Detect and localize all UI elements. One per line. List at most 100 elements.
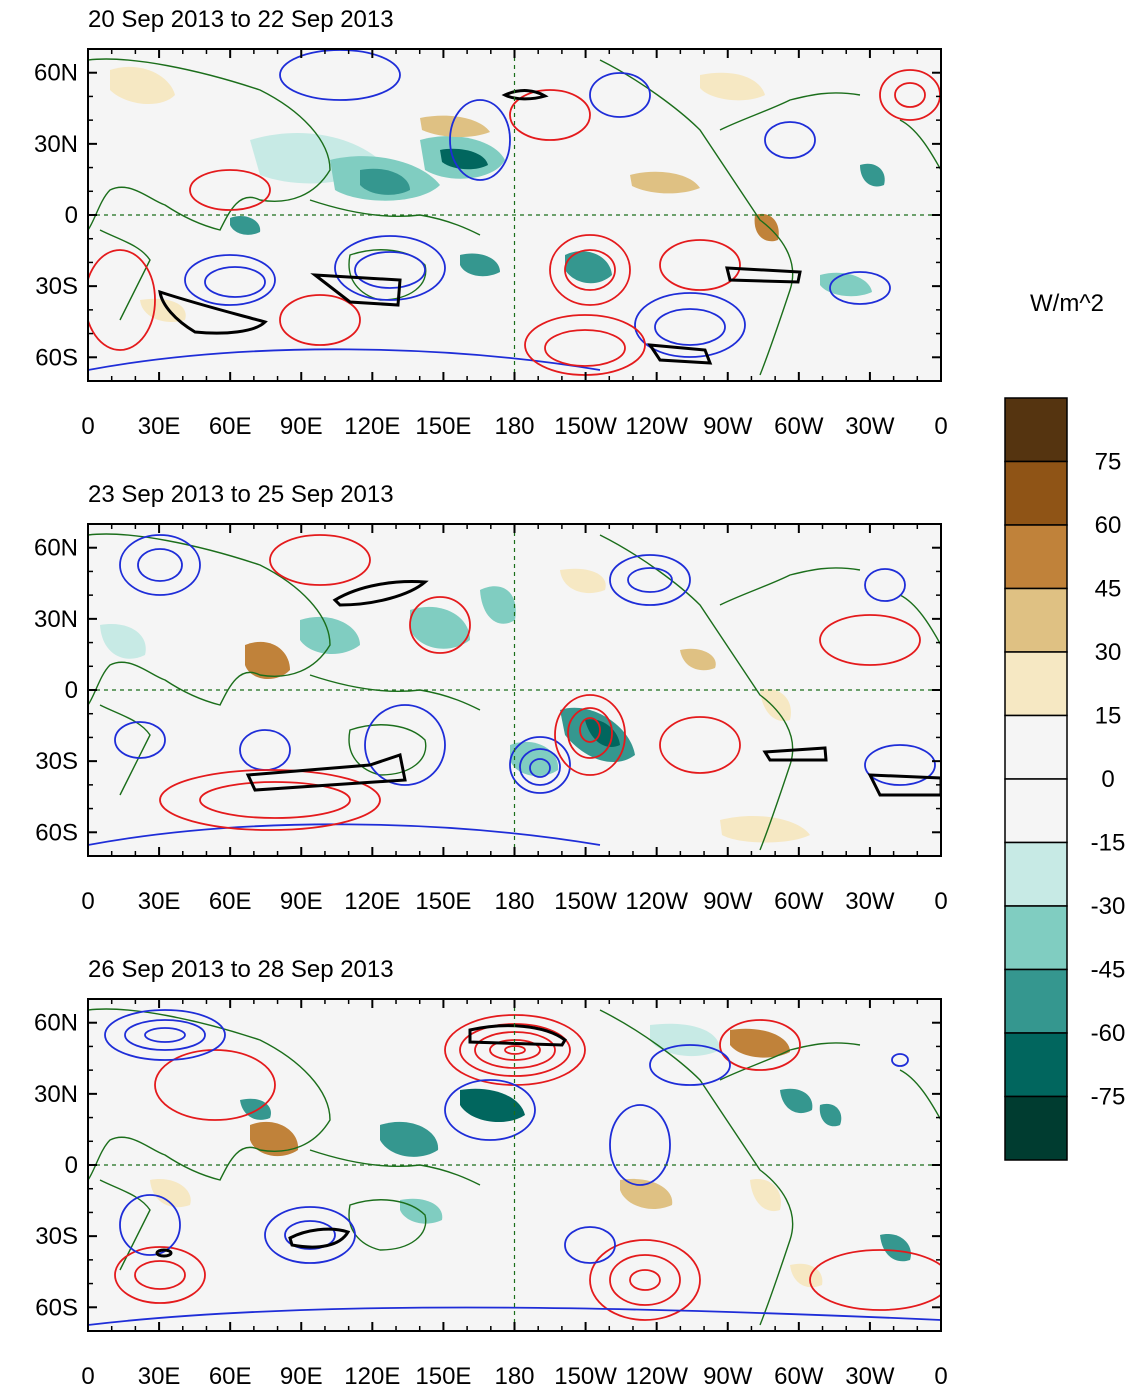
- x-tick-label: 150W: [554, 1363, 617, 1390]
- y-tick-label: 30N: [34, 606, 78, 633]
- x-tick-label: 120W: [625, 888, 688, 915]
- y-tick-label: 0: [65, 1152, 78, 1179]
- x-tick-label: 0: [81, 1363, 94, 1390]
- x-tick-label: 90E: [280, 888, 323, 915]
- colorbar-label: -15: [1091, 830, 1126, 857]
- contour-layer: [88, 534, 941, 846]
- contour-layer: [88, 1009, 941, 1326]
- colorbar-label: 45: [1095, 576, 1122, 603]
- x-tick-label: 60W: [774, 888, 824, 915]
- colorbar-box: [1004, 1032, 1068, 1098]
- x-tick-label: 150W: [554, 888, 617, 915]
- y-tick-label: 0: [65, 677, 78, 704]
- colorbar-box: [1004, 397, 1068, 463]
- x-tick-label: 90E: [280, 1363, 323, 1390]
- colorbar-box: [1004, 651, 1068, 717]
- panel-title-1: 20 Sep 2013 to 22 Sep 2013: [88, 6, 394, 33]
- y-tick-label: 60S: [35, 819, 78, 846]
- colorbar-label: 0: [1101, 766, 1114, 793]
- axes-layer: 60N 30N 0 30S 60S 0 30E 60E 90E 120E 150E 180 150W 12…: [34, 48, 948, 1390]
- x-tick-label: 30E: [138, 888, 181, 915]
- x-tick-label: 120E: [344, 413, 400, 440]
- shading-layer: [110, 66, 885, 322]
- map-panel-3: 26 Sep 2013 to 28 Sep 2013: [87, 956, 942, 1332]
- colorbar-box: [1004, 841, 1068, 907]
- axis-group-3: 60N 30N 0 30S 60S 0 30E 60E 90E 120E 150E 180 150W 12…: [34, 998, 948, 1390]
- x-tick-label: 60W: [774, 1363, 824, 1390]
- x-tick-label: 0: [81, 888, 94, 915]
- colorbar-label: 75: [1095, 449, 1122, 476]
- x-tick-label: 60W: [774, 413, 824, 440]
- x-tick-label: 60E: [209, 413, 252, 440]
- x-tick-label: 120E: [344, 1363, 400, 1390]
- colorbar-labels: 75 60 45 30 15 0 -15 -30 -45 -60 -75: [1091, 449, 1126, 1111]
- colorbar-label: -60: [1091, 1020, 1126, 1047]
- y-tick-label: 60N: [34, 1010, 78, 1037]
- x-tick-label: 150E: [415, 1363, 471, 1390]
- x-tick-label: 90W: [703, 888, 753, 915]
- y-tick-label: 60N: [34, 60, 78, 87]
- colorbar-box: [1004, 1095, 1068, 1161]
- colorbar-label: -45: [1091, 957, 1126, 984]
- x-tick-label: 30E: [138, 413, 181, 440]
- x-tick-label: 30W: [845, 413, 895, 440]
- contour-layer: [88, 49, 941, 376]
- colorbar-box: [1004, 905, 1068, 971]
- y-tick-label: 30S: [35, 273, 78, 300]
- colorbar-label: 15: [1095, 703, 1122, 730]
- x-tick-label: 90E: [280, 413, 323, 440]
- colorbar-box: [1004, 778, 1068, 844]
- map-panel-2: 23 Sep 2013 to 25 Sep 2013: [87, 481, 942, 857]
- x-tick-label: 150W: [554, 413, 617, 440]
- x-tick-label: 60E: [209, 1363, 252, 1390]
- y-tick-label: 60N: [34, 535, 78, 562]
- panel-title-3: 26 Sep 2013 to 28 Sep 2013: [88, 956, 394, 983]
- coastline-layer: [88, 533, 941, 851]
- y-tick-label: 30N: [34, 131, 78, 158]
- coastline-layer: [88, 58, 941, 376]
- x-tick-label: 30E: [138, 1363, 181, 1390]
- colorbar-box: [1004, 968, 1068, 1034]
- colorbar-label: 60: [1095, 512, 1122, 539]
- x-tick-label: 120E: [344, 888, 400, 915]
- map-panel-1: 20 Sep 2013 to 22 Sep 2013: [87, 6, 942, 382]
- shading-layer: [100, 568, 810, 843]
- x-tick-label: 180: [494, 413, 534, 440]
- map-field-2: [88, 524, 941, 856]
- y-tick-label: 60S: [35, 1294, 78, 1321]
- axis-group-1: 60N 30N 0 30S 60S 0 30E 60E 90E 120E 150E 180 150W 12…: [34, 48, 948, 440]
- x-tick-label: 30W: [845, 888, 895, 915]
- colorbar-boxes: [1004, 397, 1068, 1161]
- colorbar-box: [1004, 714, 1068, 780]
- y-tick-label: 30S: [35, 748, 78, 775]
- x-tick-label: 150E: [415, 888, 471, 915]
- x-tick-label: 150E: [415, 413, 471, 440]
- colorbar-label: -30: [1091, 893, 1126, 920]
- y-tick-label: 30N: [34, 1081, 78, 1108]
- x-tick-label: 0: [81, 413, 94, 440]
- x-tick-label: 60E: [209, 888, 252, 915]
- x-tick-label: 0: [934, 888, 947, 915]
- colorbar: W/m^2 75 60 45 30 15 0 -15 -30 -45 -60 -75: [1004, 290, 1126, 1161]
- x-tick-label: 180: [494, 1363, 534, 1390]
- x-tick-label: 0: [934, 413, 947, 440]
- y-tick-label: 0: [65, 202, 78, 229]
- colorbar-unit-label: W/m^2: [1030, 290, 1104, 317]
- x-tick-label: 90W: [703, 413, 753, 440]
- colorbar-box: [1004, 587, 1068, 653]
- x-tick-label: 120W: [625, 413, 688, 440]
- x-tick-label: 30W: [845, 1363, 895, 1390]
- map-field-1: [88, 49, 941, 381]
- y-tick-label: 60S: [35, 344, 78, 371]
- panel-title-2: 23 Sep 2013 to 25 Sep 2013: [88, 481, 394, 508]
- colorbar-label: -75: [1091, 1084, 1126, 1111]
- colorbar-box: [1004, 524, 1068, 590]
- x-tick-label: 120W: [625, 1363, 688, 1390]
- x-tick-label: 180: [494, 888, 534, 915]
- axis-group-2: 60N 30N 0 30S 60S 0 30E 60E 90E 120E 150E 180 150W 12…: [34, 523, 948, 915]
- x-tick-label: 90W: [703, 1363, 753, 1390]
- map-field-3: [88, 999, 941, 1331]
- x-tick-label: 0: [934, 1363, 947, 1390]
- colorbar-box: [1004, 460, 1068, 526]
